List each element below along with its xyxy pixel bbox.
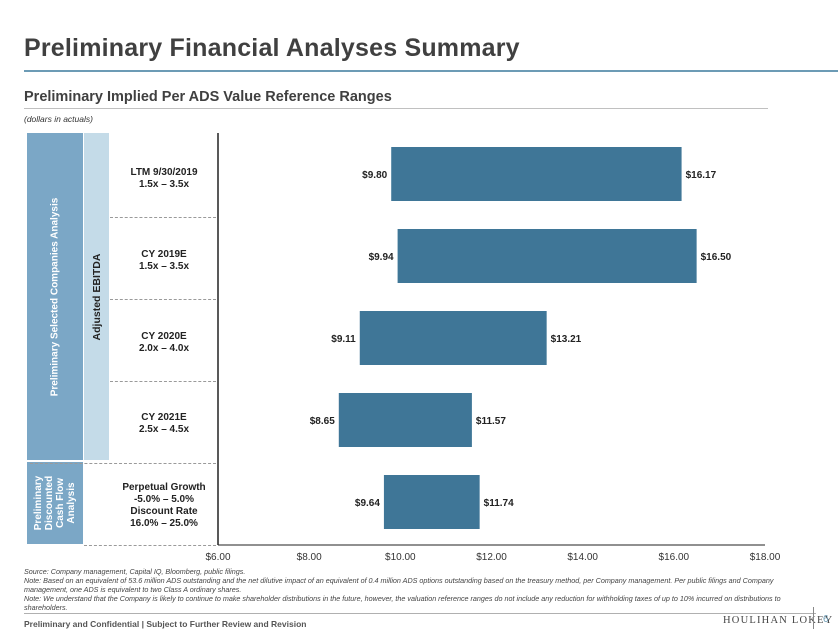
low-value-label: $9.80: [362, 170, 387, 181]
chart-subtitle: Preliminary Implied Per ADS Value Refere…: [24, 89, 392, 105]
range-bar: [338, 393, 472, 447]
row-label-line: 2.0x – 4.0x: [138, 343, 190, 354]
row-separator: [84, 545, 216, 546]
x-tick-label: $12.00: [476, 552, 507, 563]
row-label-ltm: LTM 9/30/2019 1.5x – 3.5x: [112, 167, 216, 191]
row-label-line: 1.5x – 3.5x: [138, 261, 190, 272]
units-note: (dollars in actuals): [24, 114, 93, 124]
confidential-notice: Preliminary and Confidential | Subject t…: [24, 619, 307, 629]
range-bar: [383, 475, 480, 529]
row-label-line: Perpetual Growth: [122, 482, 206, 493]
sidebar-group-selected-companies: Preliminary Selected Companies Analysis: [27, 133, 83, 460]
row-separator: [110, 217, 216, 218]
page-title: Preliminary Financial Analyses Summary: [24, 34, 520, 62]
row-label-line: CY 2019E: [141, 249, 187, 260]
high-value-label: $16.17: [686, 170, 717, 181]
range-bar: [359, 311, 547, 365]
title-divider: [24, 70, 838, 72]
row-label-cy2020: CY 2020E 2.0x – 4.0x: [112, 331, 216, 355]
sidebar-subgroup-adjusted-ebitda: Adjusted EBITDA: [84, 133, 109, 460]
high-value-label: $11.57: [476, 416, 506, 427]
row-separator: [110, 299, 216, 300]
brand-divider: [813, 607, 814, 629]
sidebar-group-dcf: Preliminary Discounted Cash Flow Analysi…: [27, 462, 83, 544]
low-value-label: $9.64: [355, 498, 380, 509]
x-tick-label: $6.00: [205, 552, 230, 563]
x-tick-label: $18.00: [750, 552, 781, 563]
footnote-note: Note: Based on an equivalent of 53.6 mil…: [24, 576, 774, 594]
subtitle-divider: [24, 108, 768, 109]
footnote-note: Note: We understand that the Company is …: [24, 594, 781, 612]
row-label-cy2021: CY 2021E 2.5x – 4.5x: [112, 412, 216, 436]
footnotes: Source: Company management, Capital IQ, …: [24, 567, 804, 612]
row-label-line: CY 2020E: [141, 331, 187, 342]
x-tick-label: $10.00: [385, 552, 416, 563]
row-label-line: 1.5x – 3.5x: [138, 179, 190, 190]
x-tick-label: $14.00: [567, 552, 598, 563]
range-bar: [397, 229, 697, 283]
low-value-label: $9.94: [369, 252, 394, 263]
row-separator: [30, 463, 216, 464]
low-value-label: $8.65: [310, 416, 335, 427]
row-separator: [110, 381, 216, 382]
row-label-line: 16.0% – 25.0%: [130, 518, 198, 529]
low-value-label: $9.11: [331, 334, 356, 345]
footnote-source: Source: Company management, Capital IQ, …: [24, 567, 246, 576]
high-value-label: $13.21: [551, 334, 582, 345]
row-label-line: -5.0% – 5.0%: [133, 494, 195, 505]
x-tick-label: $8.00: [297, 552, 322, 563]
high-value-label: $11.74: [484, 498, 514, 509]
x-tick-label: $16.00: [659, 552, 690, 563]
labels-layer: $9.80 $16.17 $9.94 $16.50 $9.11 $13.21 $8.65 $1…: [310, 170, 732, 509]
row-label-line: CY 2021E: [141, 412, 187, 423]
row-label-line: Discount Rate: [130, 506, 198, 517]
bars-layer: [338, 147, 697, 529]
high-value-label: $16.50: [701, 252, 732, 263]
footer-divider: [24, 613, 816, 614]
row-label-cy2019: CY 2019E 1.5x – 3.5x: [112, 249, 216, 273]
page-number: 6: [823, 614, 829, 625]
row-label-dcf: Perpetual Growth -5.0% – 5.0% Discount R…: [112, 482, 216, 530]
brand-logo: HOULIHAN LOKEY: [723, 615, 834, 626]
row-label-line: LTM 9/30/2019: [130, 167, 198, 178]
range-bar: [391, 147, 682, 201]
row-label-line: 2.5x – 4.5x: [138, 424, 190, 435]
axis-layer: $6.00 $8.00 $10.00 $12.00 $14.00 $16.00 $18.00: [205, 133, 781, 563]
